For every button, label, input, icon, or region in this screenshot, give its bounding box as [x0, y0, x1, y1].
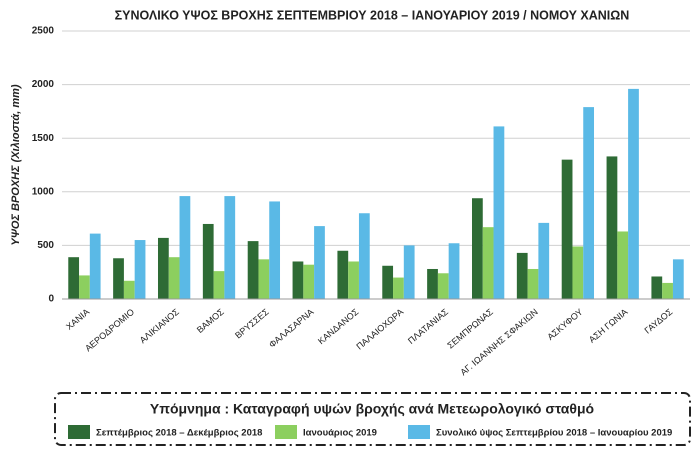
- bar: [403, 245, 415, 299]
- bar: [527, 268, 539, 299]
- bar: [68, 257, 80, 299]
- legend-title: Υπόμνημα : Καταγραφή υψών βροχής ανά Μετ…: [150, 401, 594, 417]
- chart-title: ΣΥΝΟΛΙΚΟ ΥΨΟΣ ΒΡΟΧΗΣ ΣΕΠΤΕΜΒΡΙΟΥ 2018 – …: [115, 8, 630, 22]
- bar: [337, 250, 349, 299]
- x-tick-label: ΧΑΝΙΑ: [64, 307, 91, 332]
- bar: [247, 241, 259, 299]
- bar: [258, 259, 270, 299]
- bar: [157, 237, 169, 299]
- bar: [79, 275, 90, 299]
- legend-label: Συνολικό ύψος Σεπτεμβρίου 2018 – Ιανουαρ…: [436, 428, 672, 439]
- y-tick-label: 1500: [32, 133, 55, 144]
- bar: [314, 226, 325, 299]
- x-tick-label: ΒΑΜΟΣ: [195, 306, 226, 335]
- x-tick-label: ΦΑΛΑΣΑΡΝΑ: [267, 307, 316, 350]
- bar: [617, 231, 629, 299]
- bar: [572, 246, 584, 299]
- bar: [427, 268, 438, 299]
- y-tick-label: 2000: [32, 79, 55, 90]
- bar: [224, 196, 236, 299]
- x-tick-label: ΠΑΛΑΙΟΧΩΡΑ: [354, 307, 405, 352]
- y-tick-label: 0: [48, 294, 54, 305]
- x-tick-label: ΚΑΝΔΑΝΟΣ: [316, 306, 361, 346]
- bar: [482, 227, 494, 299]
- bar: [123, 280, 135, 299]
- x-tick-label: ΠΛΑΤΑΝΙΑΣ: [406, 306, 450, 346]
- bar: [303, 264, 315, 299]
- bar: [516, 252, 528, 299]
- bar: [348, 261, 359, 299]
- x-tick-label: ΑΓ. ΙΩΑΝΝΗΣ ΣΦΑΚΙΩΝ: [458, 307, 540, 378]
- legend-swatch: [408, 425, 430, 439]
- bar: [561, 159, 573, 299]
- x-tick-label: ΑΕΡΟΔΡΟΜΙΟ: [83, 307, 136, 354]
- legend-label: Σεπτέμβριος 2018 – Δεκέμβριος 2018: [96, 428, 262, 439]
- bar: [437, 273, 449, 299]
- y-tick-label: 2500: [32, 26, 55, 37]
- bar: [168, 257, 180, 299]
- bar: [651, 276, 663, 299]
- bar: [662, 282, 673, 299]
- x-tick-label: ΑΣΗ ΓΩΝΙΑ: [587, 307, 630, 345]
- bar: [202, 223, 214, 299]
- bar: [179, 196, 191, 299]
- y-tick-label: 500: [37, 240, 54, 251]
- bar: [269, 201, 281, 299]
- legend-swatch: [68, 425, 90, 439]
- bar: [393, 277, 404, 299]
- bar: [113, 258, 124, 299]
- y-axis-label: ΥΨΟΣ ΒΡΟΧΗΣ (Χιλιοστά, mm): [10, 84, 22, 245]
- x-tick-label: ΓΑΥΔΟΣ: [643, 306, 675, 335]
- bar: [583, 107, 595, 299]
- legend-label: Ιανουάριος 2019: [303, 428, 377, 439]
- y-tick-label: 1000: [32, 186, 55, 197]
- bar: [628, 88, 639, 299]
- bar: [606, 156, 618, 299]
- bar: [493, 126, 505, 300]
- x-tick-label: ΒΡΥΣΣΕΣ: [233, 306, 271, 340]
- bar: [358, 213, 370, 299]
- bar: [382, 265, 394, 299]
- bar: [672, 259, 684, 299]
- bar: [89, 233, 101, 299]
- x-tick-label: ΑΛΙΚΙΑΝΟΣ: [138, 306, 182, 345]
- bar: [134, 240, 146, 299]
- bar: [471, 198, 483, 299]
- x-tick-label: ΑΣΚΥΦΟΥ: [545, 307, 584, 342]
- bar: [213, 271, 225, 299]
- bar: [448, 243, 460, 299]
- bar: [292, 261, 304, 299]
- bar: [538, 222, 550, 299]
- legend-swatch: [275, 425, 297, 439]
